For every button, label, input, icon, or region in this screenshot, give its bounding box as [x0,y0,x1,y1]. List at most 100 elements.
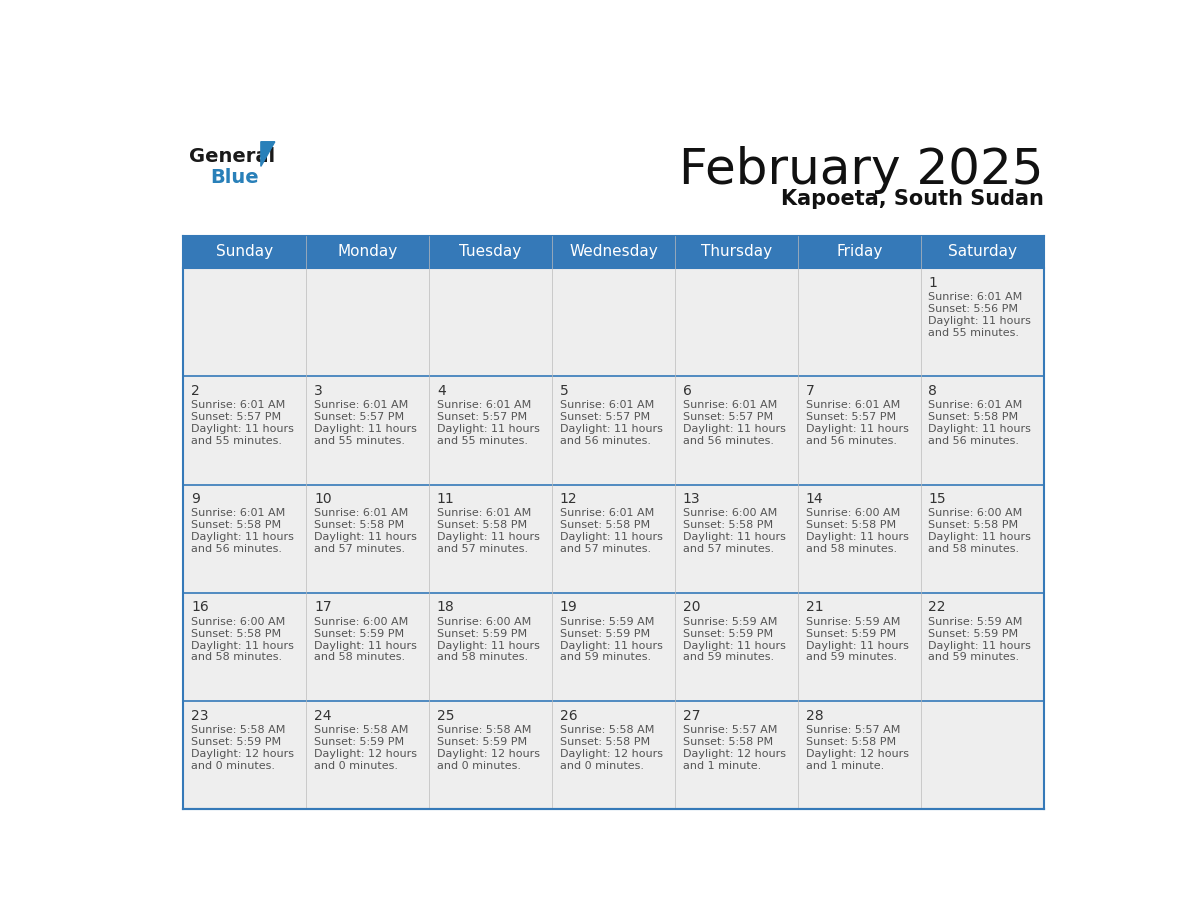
Text: Sunset: 5:58 PM: Sunset: 5:58 PM [437,521,527,531]
Text: Sunrise: 6:01 AM: Sunrise: 6:01 AM [191,400,285,410]
Bar [552,701,675,810]
Bar [675,268,798,376]
Bar [307,485,429,593]
Text: Sunrise: 5:59 AM: Sunrise: 5:59 AM [929,617,1023,627]
Bar [183,701,307,810]
Bar [307,268,429,376]
Text: and 56 minutes.: and 56 minutes. [805,436,897,446]
Text: Sunset: 5:58 PM: Sunset: 5:58 PM [805,737,896,747]
Text: Daylight: 12 hours: Daylight: 12 hours [314,749,417,759]
Text: Thursday: Thursday [701,244,772,260]
Text: Sunset: 5:59 PM: Sunset: 5:59 PM [314,737,404,747]
Text: Sunset: 5:59 PM: Sunset: 5:59 PM [437,629,527,639]
Text: and 0 minutes.: and 0 minutes. [437,761,520,771]
Text: Daylight: 11 hours: Daylight: 11 hours [683,641,785,651]
Text: Sunrise: 6:01 AM: Sunrise: 6:01 AM [560,400,655,410]
Text: 8: 8 [929,384,937,398]
Bar [429,268,552,376]
Text: and 58 minutes.: and 58 minutes. [314,653,405,663]
Text: 1: 1 [929,275,937,290]
Bar [429,485,552,593]
Text: and 58 minutes.: and 58 minutes. [191,653,283,663]
Text: Sunset: 5:59 PM: Sunset: 5:59 PM [805,629,896,639]
Bar [675,593,798,701]
Text: Sunrise: 6:00 AM: Sunrise: 6:00 AM [683,509,777,519]
Text: and 59 minutes.: and 59 minutes. [929,653,1019,663]
Text: 3: 3 [314,384,323,398]
Bar [552,376,675,485]
Text: 27: 27 [683,709,700,722]
Text: Sunrise: 6:00 AM: Sunrise: 6:00 AM [929,509,1023,519]
Bar [921,268,1043,376]
Text: Sunset: 5:56 PM: Sunset: 5:56 PM [929,304,1018,314]
Text: Sunset: 5:58 PM: Sunset: 5:58 PM [929,412,1018,422]
Text: 13: 13 [683,492,700,506]
Bar [798,268,921,376]
Text: and 58 minutes.: and 58 minutes. [805,544,897,554]
Text: Sunset: 5:58 PM: Sunset: 5:58 PM [683,737,773,747]
Text: and 55 minutes.: and 55 minutes. [437,436,527,446]
Text: Daylight: 11 hours: Daylight: 11 hours [560,532,663,543]
Bar [552,236,675,268]
Text: Sunrise: 5:59 AM: Sunrise: 5:59 AM [805,617,901,627]
Bar [921,376,1043,485]
Polygon shape [261,141,274,166]
Text: Sunrise: 6:01 AM: Sunrise: 6:01 AM [683,400,777,410]
Text: Daylight: 11 hours: Daylight: 11 hours [191,424,293,434]
Text: Daylight: 11 hours: Daylight: 11 hours [929,424,1031,434]
Text: Kapoeta, South Sudan: Kapoeta, South Sudan [781,189,1043,209]
Text: Daylight: 11 hours: Daylight: 11 hours [805,532,909,543]
Bar [429,701,552,810]
Text: Daylight: 11 hours: Daylight: 11 hours [314,532,417,543]
Text: Sunset: 5:58 PM: Sunset: 5:58 PM [929,521,1018,531]
Text: Sunrise: 5:58 AM: Sunrise: 5:58 AM [437,725,531,735]
Text: Monday: Monday [337,244,398,260]
Text: Sunset: 5:59 PM: Sunset: 5:59 PM [929,629,1018,639]
Bar [307,701,429,810]
Bar [921,593,1043,701]
Bar [552,593,675,701]
Text: Daylight: 12 hours: Daylight: 12 hours [437,749,539,759]
Text: and 57 minutes.: and 57 minutes. [437,544,527,554]
Text: and 55 minutes.: and 55 minutes. [191,436,282,446]
Bar [552,268,675,376]
Text: Sunrise: 6:00 AM: Sunrise: 6:00 AM [437,617,531,627]
Text: and 58 minutes.: and 58 minutes. [929,544,1019,554]
Text: 22: 22 [929,600,946,614]
Text: Sunrise: 6:01 AM: Sunrise: 6:01 AM [314,400,409,410]
Text: Sunrise: 5:59 AM: Sunrise: 5:59 AM [560,617,655,627]
Text: and 1 minute.: and 1 minute. [683,761,762,771]
Text: and 59 minutes.: and 59 minutes. [683,653,773,663]
Text: Daylight: 11 hours: Daylight: 11 hours [805,641,909,651]
Text: Daylight: 11 hours: Daylight: 11 hours [437,424,539,434]
Text: 17: 17 [314,600,331,614]
Text: Daylight: 11 hours: Daylight: 11 hours [683,424,785,434]
Text: Sunset: 5:59 PM: Sunset: 5:59 PM [683,629,773,639]
Text: Daylight: 11 hours: Daylight: 11 hours [683,532,785,543]
Text: Sunset: 5:58 PM: Sunset: 5:58 PM [314,521,404,531]
Text: Sunset: 5:57 PM: Sunset: 5:57 PM [314,412,404,422]
Bar [921,485,1043,593]
Bar [307,236,429,268]
Text: Sunset: 5:58 PM: Sunset: 5:58 PM [191,629,282,639]
Bar [675,236,798,268]
Bar [921,236,1043,268]
Text: Sunrise: 5:58 AM: Sunrise: 5:58 AM [314,725,409,735]
Text: 9: 9 [191,492,200,506]
Text: Sunset: 5:58 PM: Sunset: 5:58 PM [683,521,773,531]
Text: and 57 minutes.: and 57 minutes. [314,544,405,554]
Text: Sunrise: 5:59 AM: Sunrise: 5:59 AM [683,617,777,627]
Text: Sunset: 5:58 PM: Sunset: 5:58 PM [805,521,896,531]
Text: 25: 25 [437,709,455,722]
Text: Sunrise: 5:57 AM: Sunrise: 5:57 AM [805,725,901,735]
Text: Daylight: 12 hours: Daylight: 12 hours [683,749,785,759]
Text: Sunset: 5:58 PM: Sunset: 5:58 PM [191,521,282,531]
Bar [798,593,921,701]
Text: and 0 minutes.: and 0 minutes. [314,761,398,771]
Text: 5: 5 [560,384,569,398]
Text: Sunrise: 6:01 AM: Sunrise: 6:01 AM [437,400,531,410]
Text: and 59 minutes.: and 59 minutes. [560,653,651,663]
Text: Wednesday: Wednesday [569,244,658,260]
Text: 20: 20 [683,600,700,614]
Text: Sunrise: 6:01 AM: Sunrise: 6:01 AM [560,509,655,519]
